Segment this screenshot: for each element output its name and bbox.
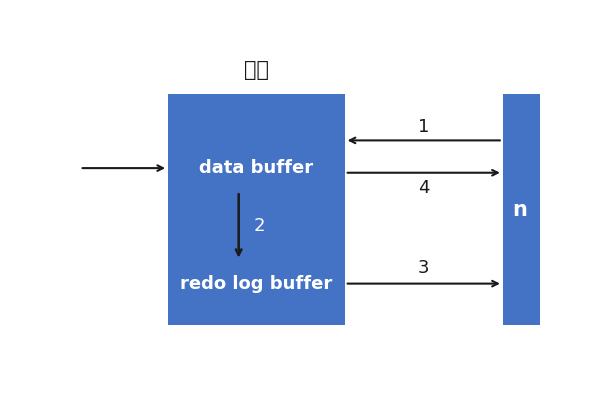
Bar [503,94,572,325]
Text: 内存: 内存 [244,60,269,80]
Text: 1: 1 [418,118,430,136]
Text: 3: 3 [418,259,430,277]
Text: redo log buffer: redo log buffer [180,275,332,293]
Text: 2: 2 [254,217,265,235]
Bar [168,94,345,325]
Text: n: n [512,200,527,220]
Text: 4: 4 [418,179,430,197]
Text: data buffer: data buffer [199,159,313,177]
